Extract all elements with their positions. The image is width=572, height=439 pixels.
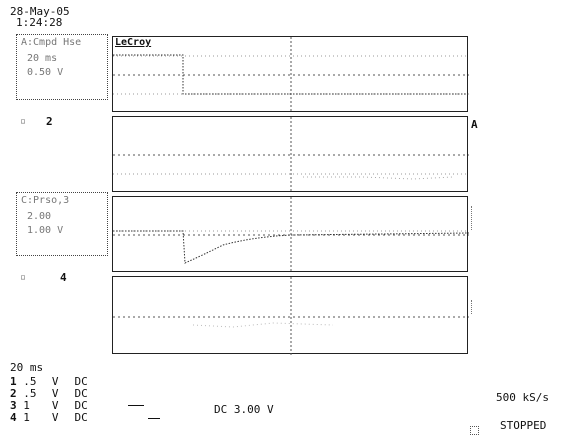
- channel-box-label: C:Prso,3: [21, 195, 70, 206]
- channel-unit: V: [51, 411, 59, 424]
- channel-box-timebase: 20 ms: [27, 53, 58, 64]
- trigger-level-line-1: [128, 405, 144, 406]
- right-marker-3: [471, 206, 476, 230]
- trace-panel-4-svg: [113, 277, 469, 355]
- trigger-level-line-2: [148, 418, 160, 419]
- sample-rate-readout: 500 kS/s: [496, 391, 549, 404]
- trace-panel-4[interactable]: [112, 276, 469, 355]
- bottom-channel-row-2: 2 .5 V DC: [10, 388, 88, 400]
- trace-panel-1-svg: [113, 37, 469, 113]
- channel-box-timebase: 2.00: [27, 211, 52, 222]
- stop-indicator-icon: [470, 420, 479, 439]
- channel-coupling: DC: [74, 411, 88, 424]
- channel-scale: 1: [23, 411, 30, 424]
- channel-box-4[interactable]: ▫ 4: [16, 270, 108, 334]
- channel-scale: .5: [23, 387, 37, 400]
- channel-box-scale: 1.00 V: [27, 225, 64, 236]
- channel-unit: V: [51, 387, 59, 400]
- channel-box-a[interactable]: A:Cmpd Hse 20 ms 0.50 V: [16, 34, 108, 100]
- bottom-channel-row-3: 3 1 V DC: [10, 400, 88, 412]
- bottom-channel-row-1: 1 .5 V DC: [10, 376, 88, 388]
- channel-unit: V: [51, 399, 59, 412]
- channel-box-2-glyph: ▫: [20, 116, 27, 127]
- channel-number: 1: [10, 375, 17, 388]
- timebase-readout: 20 ms: [10, 361, 44, 374]
- trace-waveform: [113, 54, 469, 95]
- trace-waveform: [113, 230, 469, 264]
- brand-logo: LeCroy: [115, 37, 152, 48]
- channel-box-2[interactable]: ▫ 2: [16, 114, 108, 178]
- right-marker-a: A: [471, 118, 478, 131]
- channel-scale: 1: [23, 399, 30, 412]
- channel-box-label: 4: [60, 271, 67, 284]
- channel-number: 3: [10, 399, 17, 412]
- trace-panel-2-svg: [113, 117, 469, 193]
- channel-box-label: A:Cmpd Hse: [21, 37, 82, 48]
- time-readout: 1:24:28: [16, 16, 63, 29]
- trace-panel-3-svg: [113, 197, 469, 273]
- bottom-channel-row-4: 4 1 V DC: [10, 412, 88, 424]
- right-marker-4: [471, 300, 476, 314]
- channel-unit: V: [51, 375, 59, 388]
- channel-box-c[interactable]: C:Prso,3 2.00 1.00 V: [16, 192, 108, 256]
- channel-box-label: 2: [46, 115, 53, 128]
- trace-waveform: [192, 322, 334, 328]
- trace-panel-1[interactable]: LeCroy: [112, 36, 469, 113]
- trigger-readout: DC 3.00 V: [214, 403, 274, 416]
- trace-panel-2[interactable]: [112, 116, 469, 193]
- channel-coupling: DC: [74, 387, 88, 400]
- channel-box-scale: 0.50 V: [27, 67, 64, 78]
- channel-scale: .5: [23, 375, 37, 388]
- channel-box-4-glyph: ▫: [20, 272, 27, 283]
- trace-panel-3[interactable]: [112, 196, 469, 273]
- acquisition-status: STOPPED: [500, 419, 547, 432]
- date-readout: 28-May-05: [10, 5, 70, 18]
- channel-coupling: DC: [74, 399, 88, 412]
- channel-number: 4: [10, 411, 17, 424]
- channel-coupling: DC: [74, 375, 88, 388]
- channel-number: 2: [10, 387, 17, 400]
- trace-waveform: [303, 176, 454, 180]
